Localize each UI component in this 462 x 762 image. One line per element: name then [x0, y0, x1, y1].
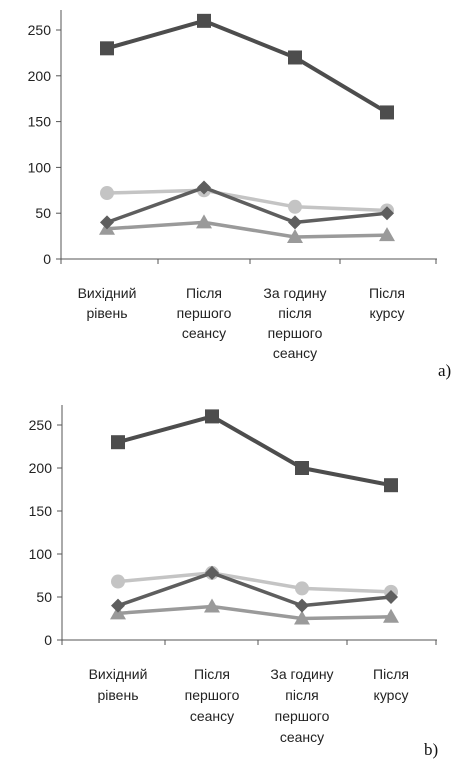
point-diamond: [380, 206, 394, 221]
point-square: [205, 409, 219, 424]
point-circle: [295, 581, 309, 596]
y-tick-label: 200: [29, 460, 53, 476]
y-tick-label: 50: [35, 205, 51, 221]
series-line-square: [117, 414, 392, 488]
point-square: [295, 461, 309, 475]
point-triangle: [294, 610, 310, 625]
point-square: [100, 41, 114, 56]
x-category-label: сеансу: [182, 325, 226, 341]
x-category-label: після: [285, 687, 318, 703]
point-triangle: [287, 229, 303, 244]
x-category-label: Вихідний: [78, 285, 137, 301]
point-square: [288, 50, 302, 65]
x-category-label: Після: [369, 285, 405, 301]
point-circle: [288, 199, 302, 214]
point-diamond: [384, 590, 398, 604]
x-category-label: після: [278, 305, 311, 321]
x-category-label: рівень: [98, 687, 139, 703]
series-line-circle: [106, 188, 388, 213]
y-tick-label: 250: [29, 417, 53, 433]
y-tick-label: 100: [29, 546, 53, 562]
point-circle: [100, 186, 114, 201]
chart-panel-2: 0 50 100 150 200 250 Вихідний рівень Після першог…: [29, 405, 438, 759]
y-tick-label: 150: [29, 503, 53, 519]
x-category-label: За годину: [263, 285, 326, 301]
point-triangle: [204, 598, 220, 613]
y-tick-label: 0: [43, 251, 51, 267]
x-category-label: За годину: [270, 666, 333, 682]
point-triangle: [196, 214, 212, 229]
series-line-square: [106, 18, 389, 115]
x-category-label: Після: [194, 666, 230, 682]
x-category-label: курсу: [374, 687, 409, 703]
point-triangle: [383, 608, 399, 623]
point-square: [380, 105, 394, 120]
x-category-label: Вихідний: [89, 666, 148, 682]
series-line-triangle: [106, 220, 388, 239]
y-tick-label: 200: [28, 68, 52, 84]
y-tick-label: 100: [28, 159, 52, 175]
x-category-label: першого: [275, 708, 330, 724]
series-line-diamond: [117, 571, 392, 608]
x-category-label: першого: [185, 687, 240, 703]
x-category-label: курсу: [370, 305, 405, 321]
x-category-label: Після: [373, 666, 409, 682]
point-square: [197, 13, 211, 28]
point-square: [384, 478, 398, 493]
y-tick-label: 50: [36, 589, 52, 605]
point-diamond: [288, 215, 302, 230]
x-category-label: рівень: [87, 305, 128, 321]
series-line-circle: [117, 571, 392, 594]
x-category-label: сеансу: [273, 345, 317, 361]
point-diamond: [100, 215, 114, 230]
point-diamond: [205, 565, 219, 580]
series-line-triangle: [117, 604, 392, 621]
panel-label: b): [424, 740, 438, 759]
y-tick-label: 0: [44, 632, 52, 648]
point-circle: [111, 574, 125, 589]
x-category-label: першого: [268, 325, 323, 341]
point-square: [111, 435, 125, 450]
panel-label: a): [438, 361, 451, 380]
x-category-label: сеансу: [280, 729, 324, 745]
x-category-label: Після: [186, 285, 222, 301]
x-category-label: першого: [177, 305, 232, 321]
point-triangle: [379, 227, 395, 242]
point-diamond: [111, 598, 125, 613]
series-line-diamond: [106, 185, 388, 225]
y-tick-label: 250: [28, 22, 52, 38]
point-diamond: [295, 598, 309, 613]
point-diamond: [197, 180, 211, 195]
chart-panel-1: 0 50 100 150 200 250 Вихідний рівень Після першог…: [28, 10, 451, 380]
y-tick-label: 150: [28, 114, 52, 130]
x-category-label: сеансу: [190, 708, 234, 724]
